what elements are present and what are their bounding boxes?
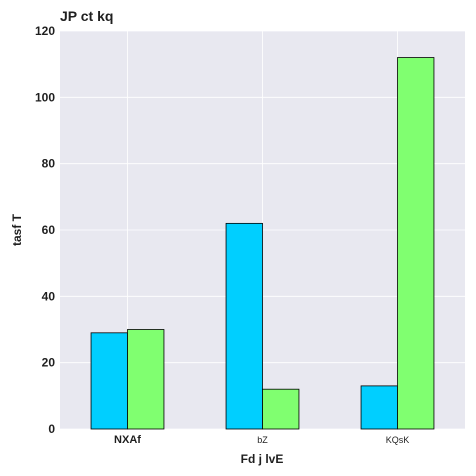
bar-KQsK-series-2 [397,57,435,430]
y-tick-label: 120 [35,24,55,38]
y-tick-label: 60 [42,223,56,237]
y-tick-label: 40 [42,289,56,303]
y-tick-label: 100 [35,90,55,104]
bar-NXAf-series-1 [90,332,128,430]
y-tick-label: 20 [42,356,56,370]
y-tick-label: 80 [42,157,56,171]
bars [90,57,435,430]
x-axis-ticks: NXAf bZ KQsK [114,434,409,446]
y-axis-label: tasf T [10,213,24,246]
bar-bZ-series-1 [225,222,263,430]
y-axis-ticks: 0 20 40 60 80 100 120 [35,24,55,436]
x-axis-label: Fd j lvE [241,452,284,466]
chart-title: JP ct kq [60,8,113,24]
x-tick-label: NXAf [114,434,141,446]
x-tick-label: KQsK [386,435,410,445]
bar-NXAf-series-2 [127,329,165,430]
y-tick-label: 0 [48,422,55,436]
bar-KQsK-series-1 [360,385,398,430]
x-tick-label: bZ [257,435,268,445]
bar-bZ-series-2 [262,388,300,430]
